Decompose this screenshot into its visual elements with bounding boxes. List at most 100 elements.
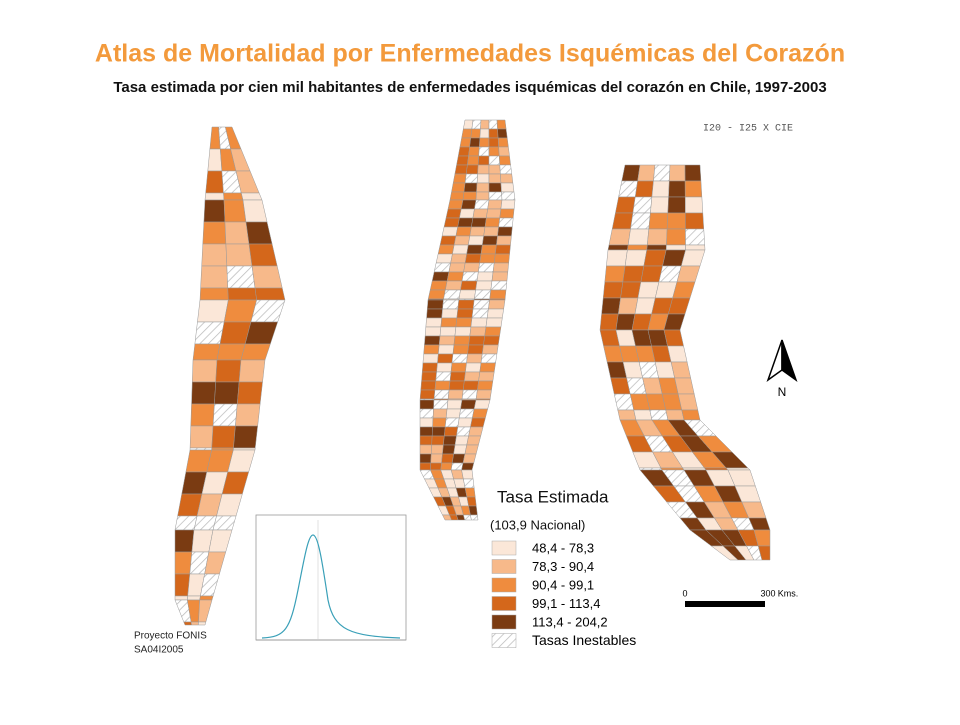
- legend-subtitle: (103,9 Nacional): [490, 517, 585, 532]
- map-region: [419, 462, 432, 471]
- map-region: [496, 235, 512, 246]
- map-region: [429, 280, 448, 291]
- legend-swatch: [491, 559, 517, 574]
- map-region: [435, 371, 452, 382]
- map-region: [187, 595, 201, 601]
- north-label: N: [778, 385, 787, 399]
- legend-swatch: [491, 577, 517, 593]
- map-region: [223, 199, 247, 223]
- map-region: [245, 221, 273, 245]
- map-region: [189, 447, 213, 451]
- map-region: [470, 514, 479, 521]
- map-region: [190, 403, 215, 427]
- map-region: [653, 164, 671, 182]
- map-region: [468, 146, 480, 157]
- map-region: [488, 164, 501, 175]
- map-region: [473, 399, 491, 410]
- map-region: [183, 621, 192, 626]
- map-region: [477, 155, 490, 166]
- map-region: [489, 289, 507, 300]
- map-region: [468, 426, 484, 437]
- map-region: [215, 359, 242, 383]
- map-region: [703, 467, 729, 471]
- map-region: [499, 208, 515, 219]
- map-region: [468, 505, 478, 516]
- map-region: [451, 453, 466, 464]
- map-region: [680, 249, 706, 267]
- map-region: [483, 335, 500, 346]
- map-region: [204, 192, 225, 201]
- map-region: [461, 389, 478, 400]
- map-region: [422, 353, 439, 364]
- map-region: [233, 425, 258, 449]
- map-region: [453, 235, 471, 246]
- map-region: [492, 262, 509, 273]
- map-region: [499, 164, 513, 175]
- map-region: [439, 326, 457, 337]
- map-region: [647, 228, 668, 246]
- map-region: [638, 467, 663, 471]
- map-region: [194, 321, 225, 345]
- map-region: [666, 212, 686, 230]
- map-region: [251, 265, 283, 289]
- map-region: [469, 226, 486, 237]
- map-region: [599, 313, 619, 331]
- map-region: [634, 180, 654, 198]
- map-region: [685, 212, 705, 230]
- map-region: [604, 265, 626, 283]
- map-region: [205, 170, 224, 194]
- map-region: [450, 469, 464, 480]
- map-region: [500, 199, 516, 210]
- map-region: [452, 244, 469, 255]
- map-region: [496, 119, 507, 130]
- map-region: [440, 462, 453, 471]
- map-region: [474, 289, 492, 300]
- legend: Tasa Estimada (103,9 Nacional) 48,4 - 78…: [490, 487, 636, 648]
- map-region: [454, 164, 468, 175]
- map-region: [192, 359, 218, 383]
- map-region: [202, 221, 227, 245]
- map-region: [203, 199, 226, 223]
- map-region: [437, 244, 455, 255]
- map-region: [456, 426, 471, 437]
- map-region: [457, 146, 470, 157]
- legend-label: 78,3 - 90,4: [532, 559, 594, 574]
- map-region: [445, 280, 463, 291]
- map-region: [430, 453, 443, 464]
- map-region: [434, 380, 451, 391]
- map-region: [447, 199, 464, 210]
- map-region: [460, 280, 478, 291]
- map-region: [651, 180, 670, 198]
- subtitle: Tasa estimada por cien mil habitantes de…: [113, 79, 826, 96]
- map-region: [198, 599, 213, 623]
- map-region: [197, 299, 229, 323]
- map-region: [637, 164, 656, 182]
- map-region: [685, 228, 705, 246]
- map-region: [174, 573, 191, 597]
- map-region: [602, 281, 624, 299]
- map-region: [497, 128, 508, 139]
- map-region: [448, 262, 466, 273]
- map-region: [440, 317, 458, 328]
- map-region: [757, 545, 771, 561]
- map-region: [433, 262, 451, 273]
- scale-bar: 0 300 Kms.: [682, 588, 798, 607]
- map-region: [677, 393, 699, 411]
- map-region: [449, 371, 466, 382]
- map-region: [495, 244, 511, 255]
- map-region: [223, 192, 244, 201]
- map-region: [451, 182, 466, 193]
- map-region: [607, 244, 629, 251]
- map-region: [500, 182, 515, 193]
- map-region: [663, 329, 684, 347]
- map-region: [448, 380, 465, 391]
- map-region: [464, 371, 481, 382]
- map-region: [484, 217, 501, 228]
- map-region: [484, 326, 502, 337]
- map-region: [627, 244, 648, 251]
- map-region: [233, 447, 256, 451]
- map-region: [443, 289, 461, 300]
- map-region: [665, 244, 686, 251]
- map-region: [441, 226, 459, 237]
